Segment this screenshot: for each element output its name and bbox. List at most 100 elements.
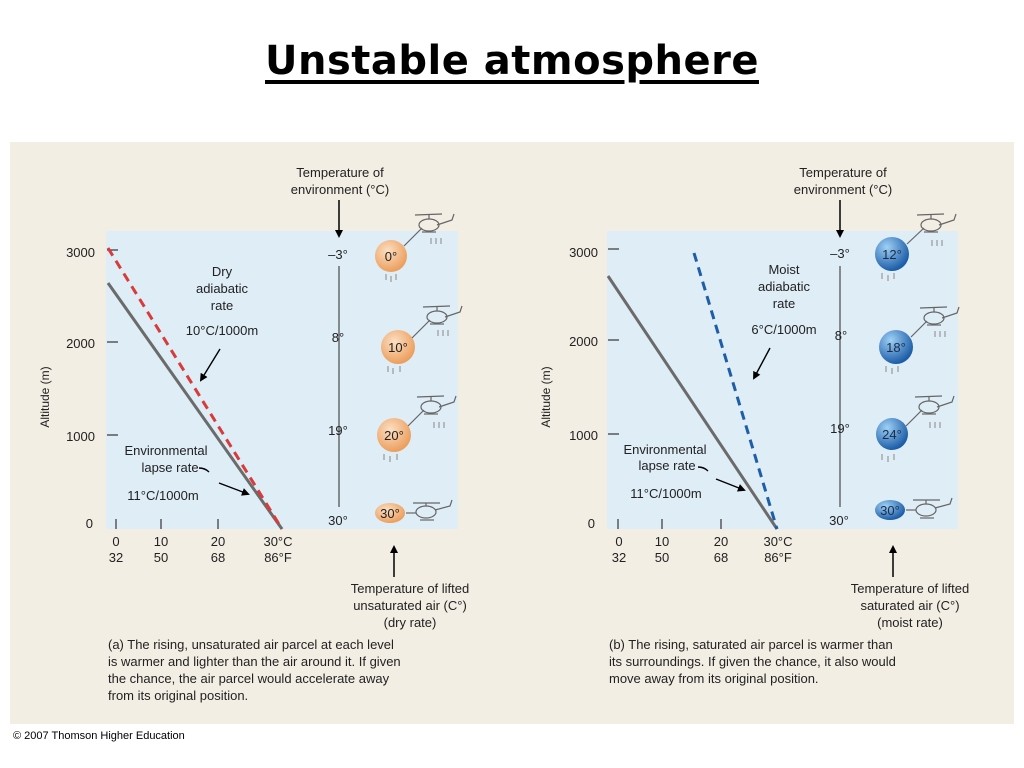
panel-a-env-temp-0: –3° [328, 247, 348, 262]
panel-b-parcel-temp-1: 18° [886, 340, 906, 355]
panel-a-x-tick-c-30: 30°C [263, 534, 292, 549]
panel-b-helicopter-icon-1 [885, 306, 960, 374]
panel-b-env-header-2: environment (°C) [794, 182, 892, 197]
figure-card: Temperature of environment (°C) Altitude… [10, 142, 1014, 724]
panel-a-env-header-1: Temperature of [296, 165, 384, 180]
panel-b-env-rate-label-1: Environmental [623, 442, 706, 457]
panel-a-adiabatic-label-1: Dry [212, 264, 233, 279]
panel-b-env-rate-arrow [715, 478, 746, 492]
panel-a-bottom-label-2: unsaturated air (C°) [353, 598, 467, 613]
panel-a-dry-adiabatic-line [106, 247, 284, 530]
panel-a-parcel-temp-1: 10° [388, 340, 408, 355]
panel-b-parcel-temp-3: 30° [880, 503, 900, 518]
panel-a-plot-background [106, 231, 458, 529]
panel-a-x-tick-c-0: 0 [112, 534, 119, 549]
panel-b-caption-line-2: its surroundings. If given the chance, i… [609, 654, 896, 669]
panel-b-parcel-3: 30° [875, 497, 953, 520]
panel-b-adiabatic-pointer [753, 347, 771, 380]
panel-a-adiabatic-pointer [199, 348, 221, 382]
panel-a-parcel-0: 0° [375, 213, 455, 282]
panel-b-y-tick-2000: 2000 [569, 334, 598, 349]
panel-a-x-tick-f-20: 68 [211, 550, 225, 565]
panel-b-x-tick-c-20: 20 [714, 534, 728, 549]
panel-b-x-tick-f-20: 68 [714, 550, 728, 565]
panel-a-y-tick-0: 0 [86, 516, 93, 531]
panel-b-parcel-temp-2: 24° [882, 427, 902, 442]
panel-b-env-temp-3: 30° [829, 513, 849, 528]
panel-a: Temperature of environment (°C) Altitude… [38, 165, 469, 703]
panel-a-helicopter-icon-2 [383, 395, 457, 462]
copyright-notice: © 2007 Thomson Higher Education [13, 730, 185, 742]
panel-a-y-tick-3000: 3000 [66, 245, 95, 260]
panel-b-env-temp-1: 8° [835, 328, 847, 343]
panel-b-helicopter-icon-2 [881, 395, 955, 462]
panel-a-adiabatic-rate: 10°C/1000m [186, 323, 258, 338]
panel-b-caption-line-3: move away from its original position. [609, 671, 819, 686]
panel-b-moist-adiabatic-line [692, 252, 779, 530]
panel-b-y-tick-1000: 1000 [569, 428, 598, 443]
panel-a-env-temp-1: 8° [332, 330, 344, 345]
panel-a-parcel-temp-3: 30° [380, 506, 400, 521]
panel-a-environmental-lapse-line [106, 282, 284, 530]
panel-a-parcel-1: 10° [381, 305, 463, 374]
panel-a-bottom-label-3: (dry rate) [384, 615, 437, 630]
panel-b-env-rate: 11°C/1000m [630, 486, 701, 501]
panel-a-bottom-label-1: Temperature of lifted [351, 581, 470, 596]
slide-title: Unstable atmosphere [265, 38, 759, 84]
panel-b-y-tick-0: 0 [588, 516, 595, 531]
panel-b-env-rate-pointer [697, 466, 709, 472]
panel-a-parcel-2: 20° [377, 395, 457, 462]
panel-b-x-tick-c-30: 30°C [763, 534, 792, 549]
panel-b-y-tick-3000: 3000 [569, 245, 598, 260]
panel-a-env-header-2: environment (°C) [291, 182, 389, 197]
panel-a-caption-line-4: from its original position. [108, 688, 248, 703]
panel-a-env-rate-arrow [218, 482, 250, 496]
panel-b-x-tick-f-10: 50 [655, 550, 669, 565]
panel-a-helicopter-icon-0 [385, 213, 455, 282]
panel-a-env-temp-3: 30° [328, 513, 348, 528]
panel-b-adiabatic-label-1: Moist [768, 262, 799, 277]
panel-b-env-header-1: Temperature of [799, 165, 887, 180]
panel-a-env-rate: 11°C/1000m [127, 488, 198, 503]
panel-b-environmental-lapse-line [606, 275, 779, 530]
panel-a-y-tick-2000: 2000 [66, 336, 95, 351]
panel-a-y-tick-1000: 1000 [66, 429, 95, 444]
panel-b-env-temp-0: –3° [830, 246, 850, 261]
panel-b-bottom-label-1: Temperature of lifted [851, 581, 970, 596]
panel-a-caption-line-1: (a) The rising, unsaturated air parcel a… [108, 637, 394, 652]
panel-a-helicopter-icon-1 [387, 305, 463, 374]
panel-a-helicopter-icon-3 [406, 499, 453, 521]
panel-a-x-tick-f-10: 50 [154, 550, 168, 565]
panel-b-plot-background [607, 231, 958, 529]
panel-a-env-temp-2: 19° [328, 423, 348, 438]
panel-b-x-tick-c-0: 0 [615, 534, 622, 549]
panel-b-parcel-1: 18° [879, 306, 960, 374]
panel-b-parcel-2: 24° [876, 395, 955, 462]
panel-a-parcel-3: 30° [375, 499, 453, 523]
panel-b-env-rate-label-2: lapse rate [638, 458, 695, 473]
panel-b: Temperature of environment (°C) Altitude… [539, 165, 969, 686]
panel-a-x-tick-f-0: 32 [109, 550, 123, 565]
panel-a-x-tick-c-20: 20 [211, 534, 225, 549]
panel-b-adiabatic-label-2: adiabatic [758, 279, 811, 294]
panel-b-caption-line-1: (b) The rising, saturated air parcel is … [609, 637, 893, 652]
panel-b-y-axis-label: Altitude (m) [539, 366, 553, 427]
panel-a-adiabatic-label-3: rate [211, 298, 233, 313]
panel-b-x-tick-f-30: 86°F [764, 550, 792, 565]
panel-b-adiabatic-label-3: rate [773, 296, 795, 311]
panel-b-bottom-label-2: saturated air (C°) [860, 598, 959, 613]
panel-b-helicopter-icon-0 [881, 213, 957, 281]
panel-a-caption-line-2: is warmer and lighter than the air aroun… [108, 654, 401, 669]
panel-b-env-temp-2: 19° [830, 421, 850, 436]
panel-a-y-axis-label: Altitude (m) [38, 366, 52, 427]
panel-a-env-rate-pointer [198, 467, 210, 473]
panel-a-x-tick-c-10: 10 [154, 534, 168, 549]
panel-b-bottom-label-3: (moist rate) [877, 615, 943, 630]
panel-a-parcel-temp-2: 20° [384, 428, 404, 443]
panel-a-caption-line-3: the chance, the air parcel would acceler… [108, 671, 390, 686]
panel-b-helicopter-icon-3 [906, 497, 953, 519]
panel-b-x-tick-c-10: 10 [655, 534, 669, 549]
panel-a-parcel-temp-0: 0° [385, 249, 397, 264]
panel-a-env-rate-label-2: lapse rate [141, 460, 198, 475]
panel-b-parcel-temp-0: 12° [882, 247, 902, 262]
